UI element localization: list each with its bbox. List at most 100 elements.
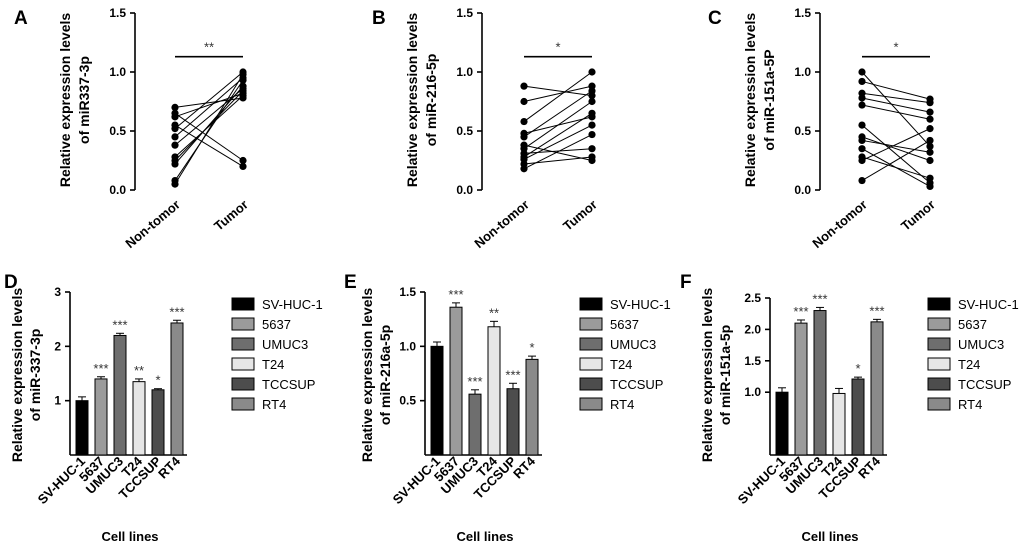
bar [170,322,184,456]
x-category-label: Tumor [560,197,600,234]
pair-line [523,112,593,158]
point-non-tumor [858,101,866,109]
bar [870,321,884,456]
point-non-tumor [858,145,866,153]
x-axis-title: Cell lines [101,529,158,544]
point-tumor [926,148,934,156]
legend-label: UMUC3 [262,337,308,352]
point-non-tumor [171,103,179,111]
significance-label: ** [134,363,144,378]
x-category-label: SV-HUC-1 [735,454,789,508]
pair-line [861,97,931,113]
pair-line [174,71,244,130]
point-non-tumor [171,141,179,149]
point-non-tumor [171,153,179,161]
significance-label: *** [169,304,184,319]
point-tumor [588,92,596,100]
legend-swatch [927,357,951,371]
point-tumor [926,179,934,187]
pair-line [861,80,931,100]
pair-line [861,124,931,184]
point-non-tumor [520,97,528,106]
panel-a: A 0.0 0.5 1.0 1.5 Relative expression levels o… [14,6,251,251]
panel-letter: A [14,8,28,29]
legend-label: TCCSUP [610,377,663,392]
point-non-tumor [171,133,179,141]
legend-swatch [579,397,603,411]
legend-label: RT4 [262,397,286,412]
x-category-label: SV-HUC-1 [35,454,89,508]
significance-label: * [555,40,560,55]
bar [487,326,501,456]
point-non-tumor [520,82,528,90]
panel-f: F 1.0 1.5 2.0 2.5 Relative expression levels o… [680,272,1019,544]
legend-swatch [231,317,255,331]
point-tumor [926,115,934,123]
y-tick-label: 1.0 [456,65,473,79]
point-tumor [239,94,247,102]
legend-label: T24 [958,357,980,372]
y-tick-label: 1.0 [399,339,416,353]
pair-line [174,124,244,167]
point-non-tumor [520,129,528,137]
panel-d: D 1 2 3 Relative expression levels of miR-337… [4,272,323,544]
panel-b: B 0.0 0.5 1.0 1.5 Relative expression levels o… [372,6,600,251]
point-tumor [588,121,596,129]
y-axis-label: Relative expression levels of miR-337-3p [9,288,43,463]
bar [151,389,165,456]
legend: SV-HUC-1 5637 UMUC3 T24 TCCSUP RT4 [579,297,671,412]
legend-swatch [231,377,255,391]
legend-swatch [579,337,603,351]
y-axis-label: Relative expression levels of miR-216a-5p [359,288,393,463]
legend-label: 5637 [262,317,291,332]
significance-label: *** [812,291,827,306]
significance-label: * [855,361,860,376]
legend-label: TCCSUP [958,377,1011,392]
legend-label: T24 [262,357,284,372]
significance-label: ** [489,305,499,320]
significance-label: ** [204,40,214,55]
bar [775,391,789,456]
bar [525,358,539,456]
point-tumor [926,142,934,150]
x-category-label: SV-HUC-1 [390,454,444,508]
pair-line [861,71,931,147]
pair-line [174,92,244,118]
point-non-tumor [858,133,866,141]
bar [430,345,444,456]
bar [813,310,827,456]
panel-letter: E [344,272,357,293]
y-tick-label: 1 [54,394,61,408]
point-non-tumor [858,176,866,185]
y-tick-label: 1.5 [109,6,126,20]
bar [75,400,89,456]
panel-e: E 0.5 1.0 1.5 Relative expression levels of m… [344,272,671,544]
bar [832,392,846,456]
legend-swatch [231,397,255,411]
pair-line [523,71,593,122]
pair-line [861,104,931,120]
point-tumor [926,108,934,116]
point-non-tumor [520,141,528,149]
point-tumor [588,156,596,165]
point-non-tumor [858,77,866,86]
y-axis-label: Relative expression levels of miR337-3p [57,13,92,188]
point-tumor [926,156,934,165]
bar [449,306,463,456]
pair-line [861,148,931,187]
significance-label: * [155,373,160,388]
y-tick-label: 0.0 [456,183,473,197]
bar [506,388,520,456]
legend-label: SV-HUC-1 [610,297,671,312]
legend-swatch [927,317,951,331]
y-tick-label: 1.5 [456,6,473,20]
bar [851,378,865,456]
bar [794,322,808,456]
y-axis-label: Relative expression levels of miR-151a-5P [742,13,777,188]
y-tick-label: 2.0 [744,322,761,336]
point-tumor [239,74,247,82]
point-tumor [588,97,596,106]
y-tick-label: 0.0 [109,183,126,197]
pair-line [174,79,244,181]
bar [94,378,108,456]
